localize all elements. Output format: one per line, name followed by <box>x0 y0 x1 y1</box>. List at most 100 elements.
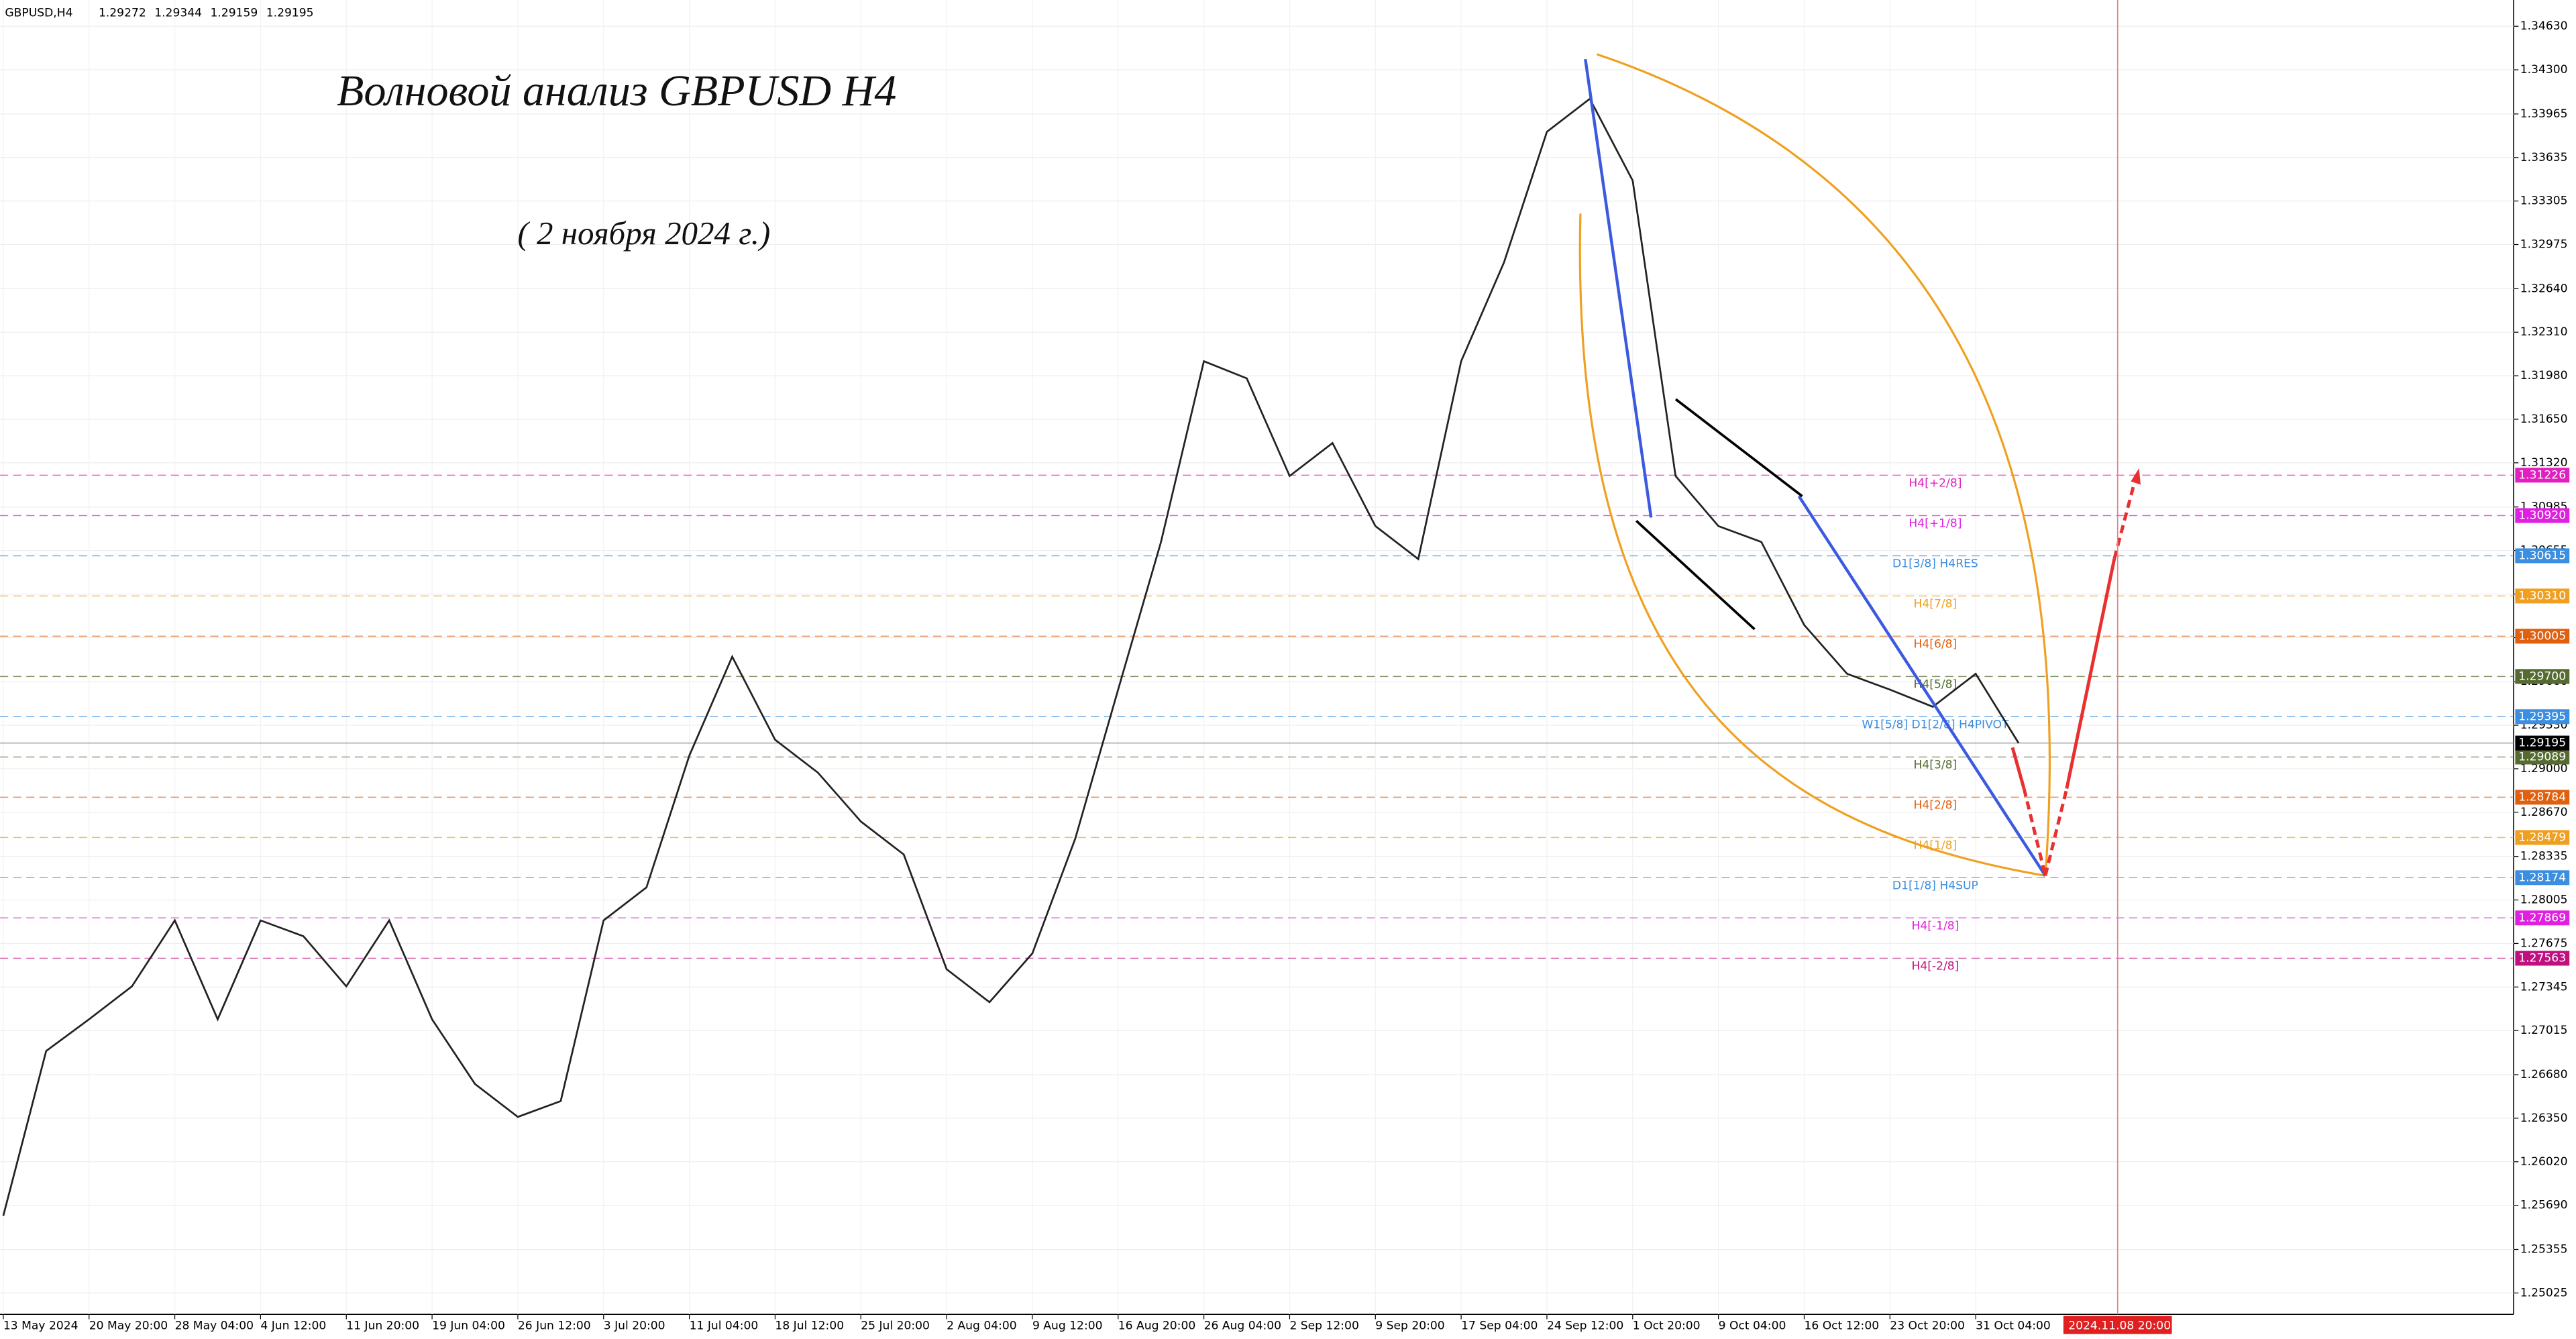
y-tick-label: 1.33305 <box>2520 195 2568 208</box>
ohlc-value: 1.29272 <box>99 7 146 20</box>
y-tick-label: 1.32310 <box>2520 325 2568 339</box>
price-tag-label: 1.30615 <box>2518 549 2566 562</box>
y-tick-label: 1.32640 <box>2520 282 2568 295</box>
x-tick-label: 26 Jun 12:00 <box>518 1319 591 1332</box>
wave-line <box>1584 58 1653 518</box>
price-tag-label: 1.28479 <box>2518 831 2566 844</box>
level-label: D1[3/8] H4RES <box>1892 557 1978 571</box>
price-tag <box>2515 548 2570 564</box>
y-tick-label: 1.26350 <box>2520 1112 2568 1125</box>
chart-subtitle: ( 2 ноября 2024 г.) <box>517 215 770 252</box>
x-tick-label: 9 Sep 20:00 <box>1375 1319 1444 1332</box>
y-tick-label: 1.34630 <box>2520 19 2568 33</box>
y-tick-label: 1.31650 <box>2520 413 2568 426</box>
level-label: H4[2/8] <box>1914 799 1957 812</box>
orange-arc <box>1578 213 2046 877</box>
price-tag-label: 1.30310 <box>2518 589 2566 602</box>
x-tick-label: 18 Jul 12:00 <box>775 1319 844 1332</box>
channel-line <box>1635 520 1756 631</box>
y-tick-label: 1.31320 <box>2520 456 2568 470</box>
chart-title: Волновой анализ GBPUSD H4 <box>337 66 896 115</box>
y-tick-label: 1.25355 <box>2520 1243 2568 1256</box>
price-tag-label: 1.29395 <box>2518 710 2566 723</box>
x-tick-label: 2 Aug 04:00 <box>947 1319 1017 1332</box>
cursor-time-box <box>2063 1316 2172 1334</box>
x-tick-label: 17 Sep 04:00 <box>1461 1319 1538 1332</box>
x-tick-label: 24 Sep 12:00 <box>1547 1319 1623 1332</box>
arrow-head <box>2131 468 2141 485</box>
channel-line <box>1674 398 1803 498</box>
price-tag-label: 1.30005 <box>2518 629 2566 643</box>
x-tick-label: 23 Oct 20:00 <box>1890 1319 1965 1332</box>
y-tick-label: 1.26680 <box>2520 1068 2568 1081</box>
x-tick-label: 19 Jun 04:00 <box>432 1319 505 1332</box>
level-label: H4[+1/8] <box>1909 517 1962 531</box>
x-tick-label: 11 Jun 20:00 <box>346 1319 419 1332</box>
level-label: H4[7/8] <box>1914 598 1957 611</box>
price-tag-label: 1.29089 <box>2518 750 2566 763</box>
price-tag-label: 1.30920 <box>2518 508 2566 522</box>
x-tick-label: 20 May 20:00 <box>89 1319 168 1332</box>
x-tick-label: 16 Aug 20:00 <box>1118 1319 1195 1332</box>
y-tick-label: 1.27015 <box>2520 1024 2568 1037</box>
orange-arc <box>1596 53 2051 876</box>
x-tick-label: 26 Aug 04:00 <box>1204 1319 1281 1332</box>
y-tick-label: 1.28335 <box>2520 850 2568 863</box>
price-tag <box>2515 709 2570 725</box>
price-tag <box>2515 669 2570 684</box>
x-tick-label: 9 Oct 04:00 <box>1719 1319 1786 1332</box>
price-tag <box>2515 951 2570 966</box>
x-tick-label: 4 Jun 12:00 <box>260 1319 326 1332</box>
x-tick-label: 2 Sep 12:00 <box>1289 1319 1358 1332</box>
y-tick-label: 1.28670 <box>2520 806 2568 819</box>
cursor-time: 2024.11.08 20:00 <box>2068 1319 2171 1332</box>
x-tick-label: 16 Oct 12:00 <box>1804 1319 1879 1332</box>
y-tick-label: 1.27675 <box>2520 936 2568 950</box>
level-label: D1[1/8] H4SUP <box>1892 879 1978 893</box>
level-label: H4[6/8] <box>1914 638 1957 651</box>
y-tick-label: 1.33635 <box>2520 151 2568 164</box>
level-label: H4[-2/8] <box>1911 960 1959 973</box>
x-tick-label: 25 Jul 20:00 <box>861 1319 930 1332</box>
level-label: H4[-1/8] <box>1911 920 1959 933</box>
y-tick-label: 1.25690 <box>2520 1199 2568 1212</box>
wave-line <box>1797 495 2047 877</box>
price-tag-label: 1.27563 <box>2518 951 2566 965</box>
price-tag-label: 1.27869 <box>2518 911 2566 924</box>
ohlc-value: 1.29195 <box>266 7 314 20</box>
forecast-arrow <box>2010 747 2026 790</box>
level-label: H4[3/8] <box>1914 759 1957 772</box>
y-tick-label: 1.34300 <box>2520 63 2568 76</box>
y-tick-label: 1.31980 <box>2520 369 2568 382</box>
price-tag-label: 1.28784 <box>2518 790 2566 804</box>
price-tag <box>2515 910 2570 926</box>
price-tag <box>2515 508 2570 523</box>
symbol: GBPUSD,H4 <box>5 7 72 20</box>
y-tick-label: 1.26020 <box>2520 1155 2568 1169</box>
forecast-arrow <box>2022 788 2047 876</box>
price-tag <box>2515 588 2570 604</box>
price-line <box>2 97 2020 1216</box>
y-tick-label: 1.27345 <box>2520 980 2568 994</box>
y-tick-label: 1.28005 <box>2520 894 2568 907</box>
price-tag <box>2515 629 2570 644</box>
level-label: H4[1/8] <box>1914 839 1957 853</box>
y-tick-label: 1.32975 <box>2520 238 2568 252</box>
x-tick-label: 9 Aug 12:00 <box>1032 1319 1103 1332</box>
annotations <box>1578 0 2141 1315</box>
price-tag <box>2515 749 2570 765</box>
x-tick-label: 11 Jul 04:00 <box>690 1319 759 1332</box>
x-tick-label: 28 May 04:00 <box>175 1319 254 1332</box>
price-tag <box>2515 468 2570 483</box>
x-tick-label: 31 Oct 04:00 <box>1976 1319 2051 1332</box>
forecast-arrow <box>2043 788 2069 876</box>
x-tick-label: 3 Jul 20:00 <box>604 1319 665 1332</box>
level-label: H4[+2/8] <box>1909 477 1962 490</box>
price-tag <box>2515 870 2570 886</box>
y-tick-label: 1.29000 <box>2520 762 2568 775</box>
price-tag-label: 1.28174 <box>2518 871 2566 884</box>
price-tag <box>2515 830 2570 845</box>
x-tick-label: 13 May 2024 <box>3 1319 78 1332</box>
